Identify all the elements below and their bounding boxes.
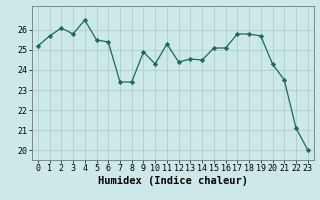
- X-axis label: Humidex (Indice chaleur): Humidex (Indice chaleur): [98, 176, 248, 186]
